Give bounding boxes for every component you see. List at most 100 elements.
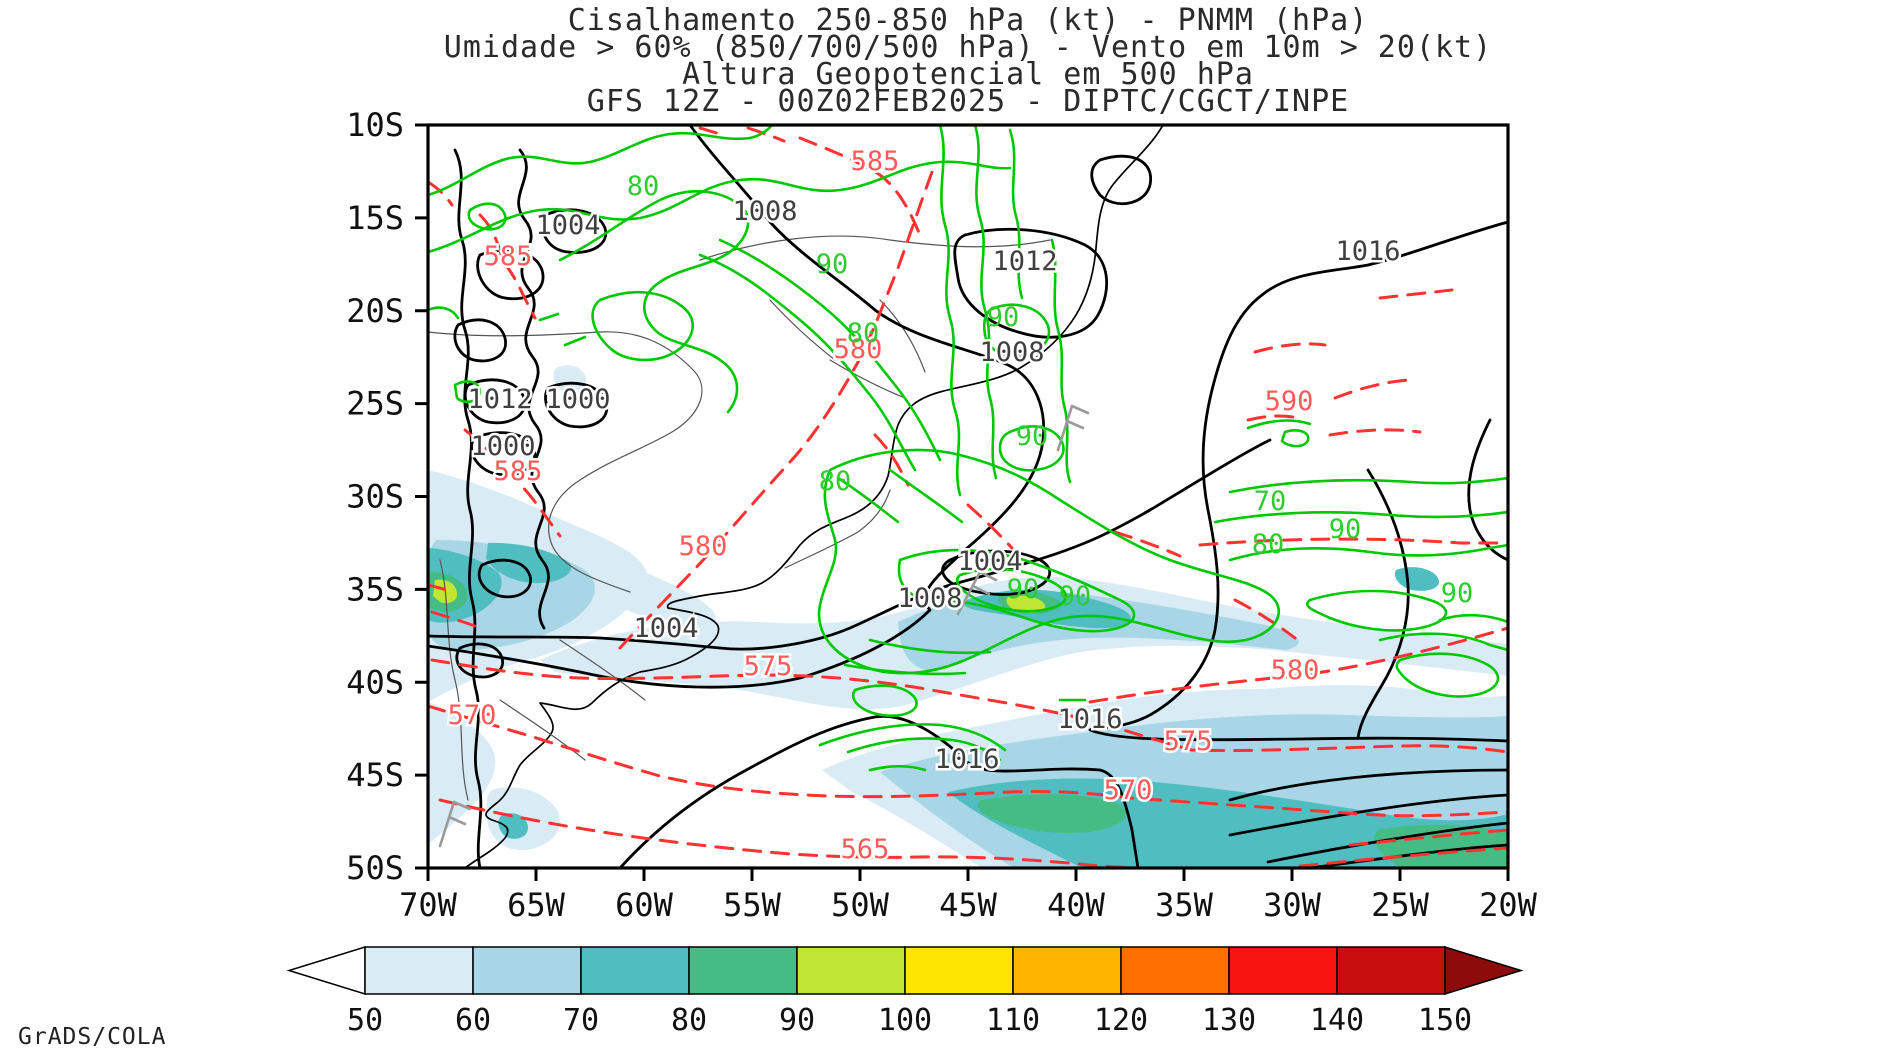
shear-80-core-south <box>977 794 1126 834</box>
border-brazil-uruguay <box>784 489 891 569</box>
colorbar-value-label: 60 <box>455 1003 491 1038</box>
hgt-580-diagonal <box>618 170 934 650</box>
hgt-590-frag3 <box>1333 378 1410 400</box>
map-content: 1004 1008 1012 1008 1016 1012 1000 1000 1004 1004… <box>428 125 1508 868</box>
colorbar-segment <box>1228 946 1338 995</box>
chart-title-line1: Cisalhamento 250-850 hPa (kt) - PNMM (hP… <box>568 3 1369 38</box>
umid-atl-zonal-4 <box>1378 632 1508 652</box>
hgt-corner-row2 <box>1298 846 1508 868</box>
hgt-frag-front3 <box>1113 530 1182 558</box>
hgt-corner-row1 <box>1348 828 1508 847</box>
coastline-south-america <box>464 125 1164 868</box>
shear-70-core-andes-b <box>486 542 572 584</box>
isobar-1016-east-lobe <box>1356 468 1410 740</box>
chart-title-line3: Altura Geopotencial em 500 hPa <box>682 57 1254 92</box>
umid-atl-zonal-1 <box>1228 476 1508 494</box>
border-state-2 <box>829 359 906 399</box>
x-axis-label: 35W <box>1155 886 1214 924</box>
shear-50-patch-north-of-band <box>1228 685 1442 713</box>
isobar-1016-south <box>618 714 1140 868</box>
x-axis-label: 70W <box>399 886 458 924</box>
contour-label-hgt-580: 580 <box>834 334 883 365</box>
contour-label-umid-90: 90 <box>1007 574 1040 605</box>
contour-label-umid-90: 90 <box>1329 514 1362 545</box>
border-bolivia-paraguay <box>428 331 703 593</box>
colorbar-segment <box>580 946 690 995</box>
umid-coast-band-4 <box>1050 238 1072 484</box>
x-axis-label: 55W <box>723 886 782 924</box>
colorbar-value-label: 120 <box>1094 1003 1148 1038</box>
colorbar-segment <box>1012 946 1122 995</box>
contour-label-hgt-565: 565 <box>841 834 890 865</box>
isobar-1008-main <box>428 125 1046 689</box>
hgt-580-east <box>1088 626 1508 704</box>
contour-label-pnmm-1004: 1004 <box>633 613 698 644</box>
hgt-570 <box>428 704 1508 818</box>
umid-andes-loop-1 <box>467 202 507 231</box>
hgt-565 <box>438 798 1142 868</box>
wind-barb-2 <box>956 570 998 616</box>
border-argentina-1 <box>559 639 646 701</box>
y-axis-label: 15S <box>346 199 404 237</box>
hgt-frag-west2 <box>430 610 482 630</box>
umid-coast-band-2 <box>973 125 998 480</box>
umid-top-band-1 <box>428 160 1012 254</box>
colorbar-value-label: 70 <box>563 1003 599 1038</box>
umid-46s-fil-2 <box>846 737 1002 762</box>
umid-coast-band-1 <box>938 125 962 497</box>
y-axis-label: 30S <box>346 478 404 516</box>
x-axis-label: 40W <box>1047 886 1106 924</box>
hgt-585-a <box>478 213 537 320</box>
colorbar-segment <box>364 946 474 995</box>
wind-barbs <box>438 404 1090 848</box>
contour-label-umid-80: 80 <box>627 171 660 202</box>
umid-loop-90a <box>982 303 1051 358</box>
terrain-blob-7 <box>477 558 532 599</box>
shear-90-core-35s <box>1006 595 1046 613</box>
umid-central-blob <box>591 290 695 362</box>
colorbar-value-label: 50 <box>347 1003 383 1038</box>
isobar-1012-coastal <box>953 227 1109 339</box>
wind-barb-1 <box>438 800 472 848</box>
contour-label-pnmm-1016: 1016 <box>934 744 999 775</box>
x-axis-label: 30W <box>1263 886 1322 924</box>
umid-sacz-outer <box>817 448 1280 675</box>
terrain-blob-2 <box>476 248 545 301</box>
wind-barb-3 <box>1056 404 1090 452</box>
contour-label-umid-80: 80 <box>1252 529 1285 560</box>
colorbar-segment <box>904 946 1014 995</box>
umid-central-s-curve <box>558 190 750 414</box>
umid-andes-frag-1 <box>538 312 560 322</box>
contour-label-hgt-570: 570 <box>1104 775 1153 806</box>
y-axis-label: 45S <box>346 756 404 794</box>
contour-label-umid-80: 80 <box>847 318 880 349</box>
contour-label-hgt-580: 580 <box>679 531 728 562</box>
umid-sacz-fil-1 <box>868 638 992 655</box>
umid-46s-fil-4 <box>868 764 927 772</box>
contour-label-umid-70: 70 <box>1254 486 1287 517</box>
x-axis-label: 20W <box>1479 886 1538 924</box>
shear-70-spot-east <box>1394 567 1439 591</box>
colorbar-value-label: 130 <box>1202 1003 1256 1038</box>
isobar-1016-atlantic <box>1088 220 1508 743</box>
umid-top-band-2 <box>428 125 774 197</box>
terrain-blob-1 <box>541 208 608 254</box>
border-state-1 <box>879 299 926 373</box>
y-axis-label: 20S <box>346 292 404 330</box>
contour-labels: 1004 1008 1012 1008 1016 1012 1000 1000 1004 1004… <box>445 144 1473 868</box>
isobar-1004-front <box>428 438 1272 651</box>
colorbar-segment <box>796 946 906 995</box>
hgt-590-frag4 <box>1246 414 1300 422</box>
terrain-contour-long-1 <box>453 148 483 868</box>
contour-label-umid-90: 90 <box>1016 421 1049 452</box>
contour-label-pnmm-1008: 1008 <box>897 583 962 614</box>
colorbar-segment <box>1120 946 1230 995</box>
shear-shading <box>428 365 1508 868</box>
contour-label-pnmm-1016: 1016 <box>1057 704 1122 735</box>
contour-label-hgt-585: 585 <box>484 241 533 272</box>
hgt-590-frag1 <box>1378 288 1454 300</box>
hgt-575 <box>430 658 1508 754</box>
y-axis-label: 50S <box>346 849 404 887</box>
contour-label-hgt-570: 570 <box>448 700 497 731</box>
